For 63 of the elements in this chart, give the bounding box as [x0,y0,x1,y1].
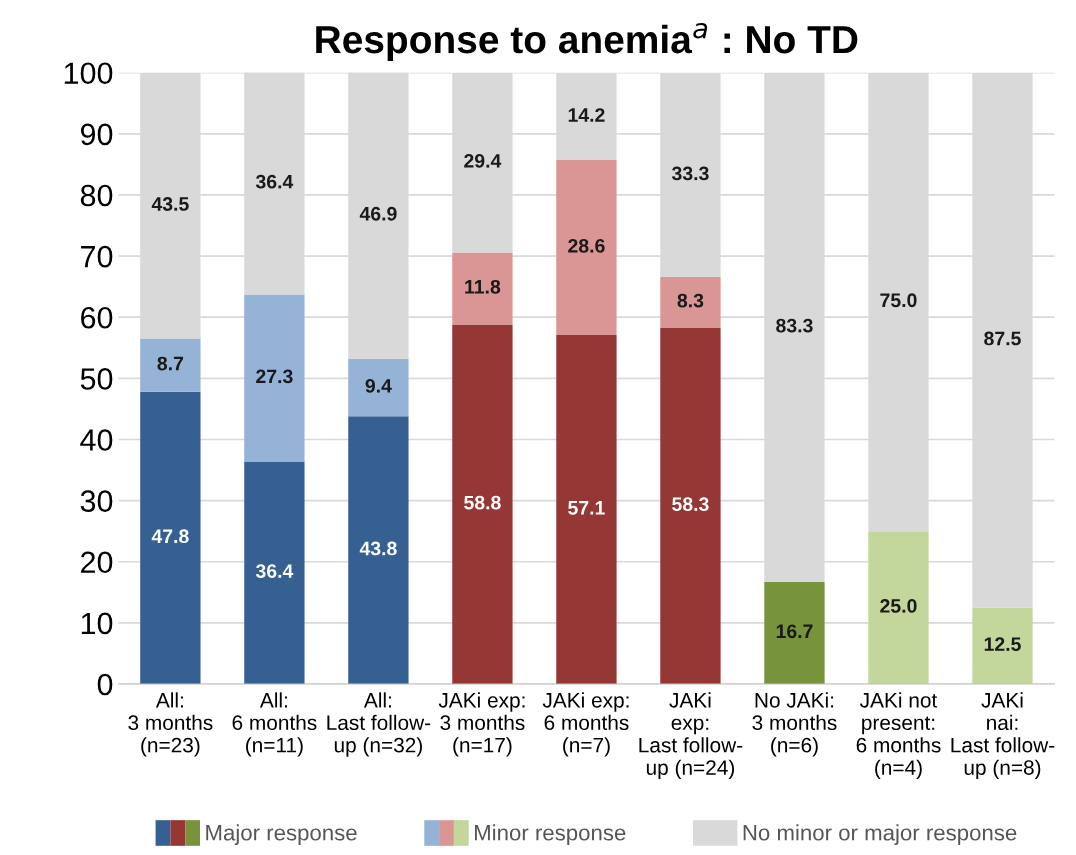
y-tick-label: 40 [80,429,113,451]
bar [140,338,201,392]
x-tick-label: All: Last follow- up (n=32) [327,692,431,757]
y-tick-label: 90 [80,123,113,146]
x-tick-label: JAKi exp: 6 months (n=7) [542,692,629,757]
bar [660,327,721,684]
data-label: 9.4 [365,378,392,393]
data-label: 58.3 [672,497,709,512]
data-label: 47.8 [151,529,189,544]
y-tick-label: 100 [64,62,113,85]
x-tick-label: JAKi exp: 3 months (n=17) [438,692,525,757]
bar [556,334,617,684]
data-label: 46.9 [359,206,397,221]
y-tick-label: 60 [81,306,113,329]
data-label: 33.3 [671,166,709,181]
y-tick-label: 70 [81,245,113,268]
data-label: 28.6 [568,238,605,253]
legend-label: Minor response [474,824,626,845]
data-label: 8.3 [677,293,704,308]
y-tick-label: 10 [81,612,113,635]
bar [660,276,721,328]
bar [452,252,513,325]
data-label: 29.4 [464,153,502,168]
data-label: 43.8 [359,541,397,556]
chart-title: Response to anemia$^{a}$ : No TD [316,22,858,62]
bar [764,581,825,684]
bar [244,294,305,462]
data-label: 36.4 [255,564,294,578]
data-label: 75.0 [880,293,917,308]
legend-label: No minor or major response [743,824,1017,845]
bar [556,160,617,335]
data-label: 36.4 [255,174,294,189]
y-tick-label: 50 [80,368,113,390]
bar [868,531,929,684]
x-tick-label: All: 6 months (n=11) [232,692,317,757]
y-tick-label: 80 [80,184,113,207]
data-label: 83.3 [776,318,813,333]
data-label: 87.5 [984,331,1021,346]
data-label: 11.8 [465,279,501,294]
x-tick-label: No JAKi: 3 months (n=6) [752,692,837,757]
bar [972,607,1033,684]
data-label: 27.3 [256,369,293,384]
bar [452,324,513,684]
y-tick-label: 30 [80,490,113,512]
x-tick-label: JAKi exp: Last follow- up (n=24) [639,692,743,780]
data-label: 25.0 [880,599,917,613]
bar [140,391,201,684]
data-label: 14.2 [568,108,605,122]
x-tick-label: JAKi nai: Last follow- up (n=8) [951,692,1055,780]
x-tick-label: All: 3 months (n=23) [128,692,213,757]
data-label: 58.8 [464,495,501,510]
data-label: 43.5 [151,197,189,211]
x-tick-label: JAKi not present: 6 months (n=4) [856,692,941,780]
bar [348,358,409,417]
bar [348,416,409,684]
data-label: 8.7 [157,356,184,371]
data-label: 16.7 [776,624,813,639]
data-label: 12.5 [984,637,1021,652]
data-label: 57.1 [568,501,605,515]
y-tick-label: 0 [97,673,113,696]
bar [244,461,305,684]
y-tick-label: 20 [81,551,113,574]
legend-label: Major response [206,824,357,845]
